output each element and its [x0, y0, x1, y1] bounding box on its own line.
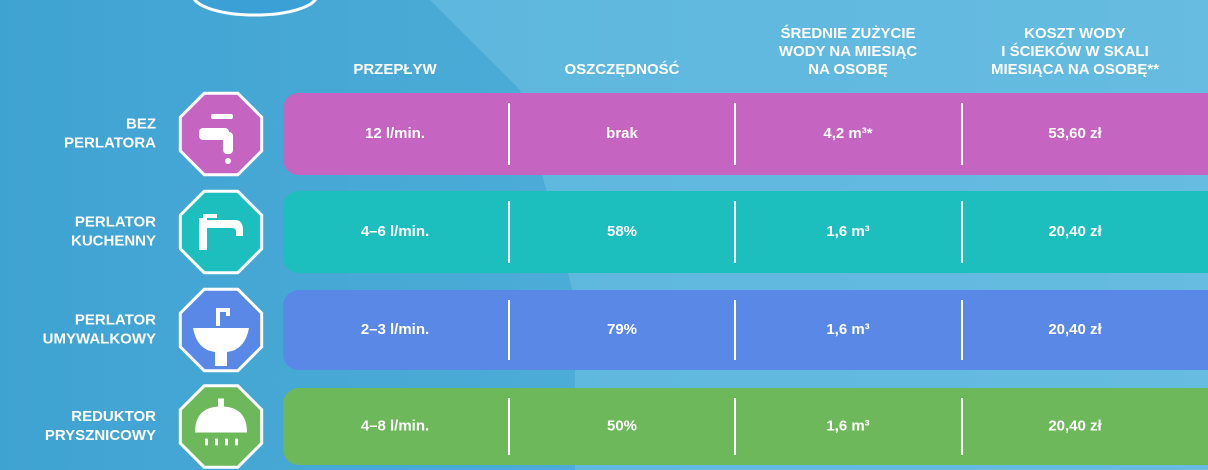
icon-part	[199, 128, 229, 140]
icon-part	[207, 220, 243, 236]
column-header: KOSZT WODY	[1024, 25, 1126, 42]
cell: 1,6 m³	[826, 223, 869, 240]
row-icon	[178, 287, 264, 373]
row-icon	[178, 384, 264, 469]
icon-part	[225, 438, 228, 446]
icon-part	[225, 158, 231, 164]
row-label: KUCHENNY	[71, 232, 156, 249]
cell: 4–6 l/min.	[361, 223, 429, 240]
icon-part	[235, 438, 238, 446]
cell: 1,6 m³	[826, 417, 869, 434]
icon-part	[193, 328, 249, 366]
row-label: BEZ	[126, 115, 156, 132]
column-header: MIESIĄCA NA OSOBĘ**	[991, 61, 1159, 78]
icon-part	[203, 214, 217, 218]
icon-part	[195, 406, 247, 433]
table-row: 4–8 l/min. 50% 1,6 m³ 20,40 zł REDUKTOR PRYSZ…	[45, 384, 1208, 469]
row-background	[283, 191, 1208, 273]
column-header: OSZCZĘDNOŚĆ	[564, 60, 679, 78]
row-label: PERLATORA	[64, 134, 156, 151]
cell: 20,40 zł	[1048, 321, 1102, 338]
icon-part	[215, 438, 218, 446]
row-label: PRYSZNICOWY	[45, 427, 156, 444]
cell: 4,2 m³*	[823, 125, 872, 142]
cell: 20,40 zł	[1048, 417, 1102, 434]
decor-circle	[193, 0, 317, 17]
column-header: ŚREDNIE ZUŻYCIE	[780, 24, 915, 42]
cell: 2–3 l/min.	[361, 321, 429, 338]
row-label: UMYWALKOWY	[43, 330, 156, 347]
icon-part	[211, 114, 233, 119]
icon-part	[216, 308, 230, 326]
row-background	[283, 388, 1208, 465]
icon-part	[218, 398, 224, 407]
icon-part	[199, 218, 207, 250]
cell: 50%	[607, 417, 637, 434]
icon-part	[223, 132, 233, 154]
cell: 1,6 m³	[826, 321, 869, 338]
cell: 79%	[607, 321, 637, 338]
row-background	[283, 93, 1208, 175]
icon-part	[205, 438, 208, 446]
row-label: PERLATOR	[75, 311, 156, 328]
cell: 12 l/min.	[365, 125, 425, 142]
row-icon	[178, 189, 264, 275]
icon-octagon	[178, 189, 264, 275]
table-row: 2–3 l/min. 79% 1,6 m³ 20,40 zł PERLATOR UMYWA…	[43, 287, 1208, 373]
row-icon	[178, 91, 264, 177]
column-header: PRZEPŁYW	[353, 61, 437, 78]
row-label: REDUKTOR	[71, 408, 156, 425]
cell: 53,60 zł	[1048, 125, 1102, 142]
cell: 58%	[607, 223, 637, 240]
table-row: 4–6 l/min. 58% 1,6 m³ 20,40 zł PERLATOR KUCHE…	[71, 189, 1208, 275]
table-row: 12 l/min. brak 4,2 m³* 53,60 zł BEZ PERLATORA	[64, 91, 1208, 177]
cell: 20,40 zł	[1048, 223, 1102, 240]
column-header: NA OSOBĘ	[808, 61, 887, 78]
row-background	[283, 290, 1208, 370]
column-header: WODY NA MIESIĄC	[779, 43, 918, 60]
row-label: PERLATOR	[75, 213, 156, 230]
cell: brak	[606, 125, 638, 142]
cell: 4–8 l/min.	[361, 417, 429, 434]
column-header: I ŚCIEKÓW W SKALI	[1001, 42, 1149, 60]
